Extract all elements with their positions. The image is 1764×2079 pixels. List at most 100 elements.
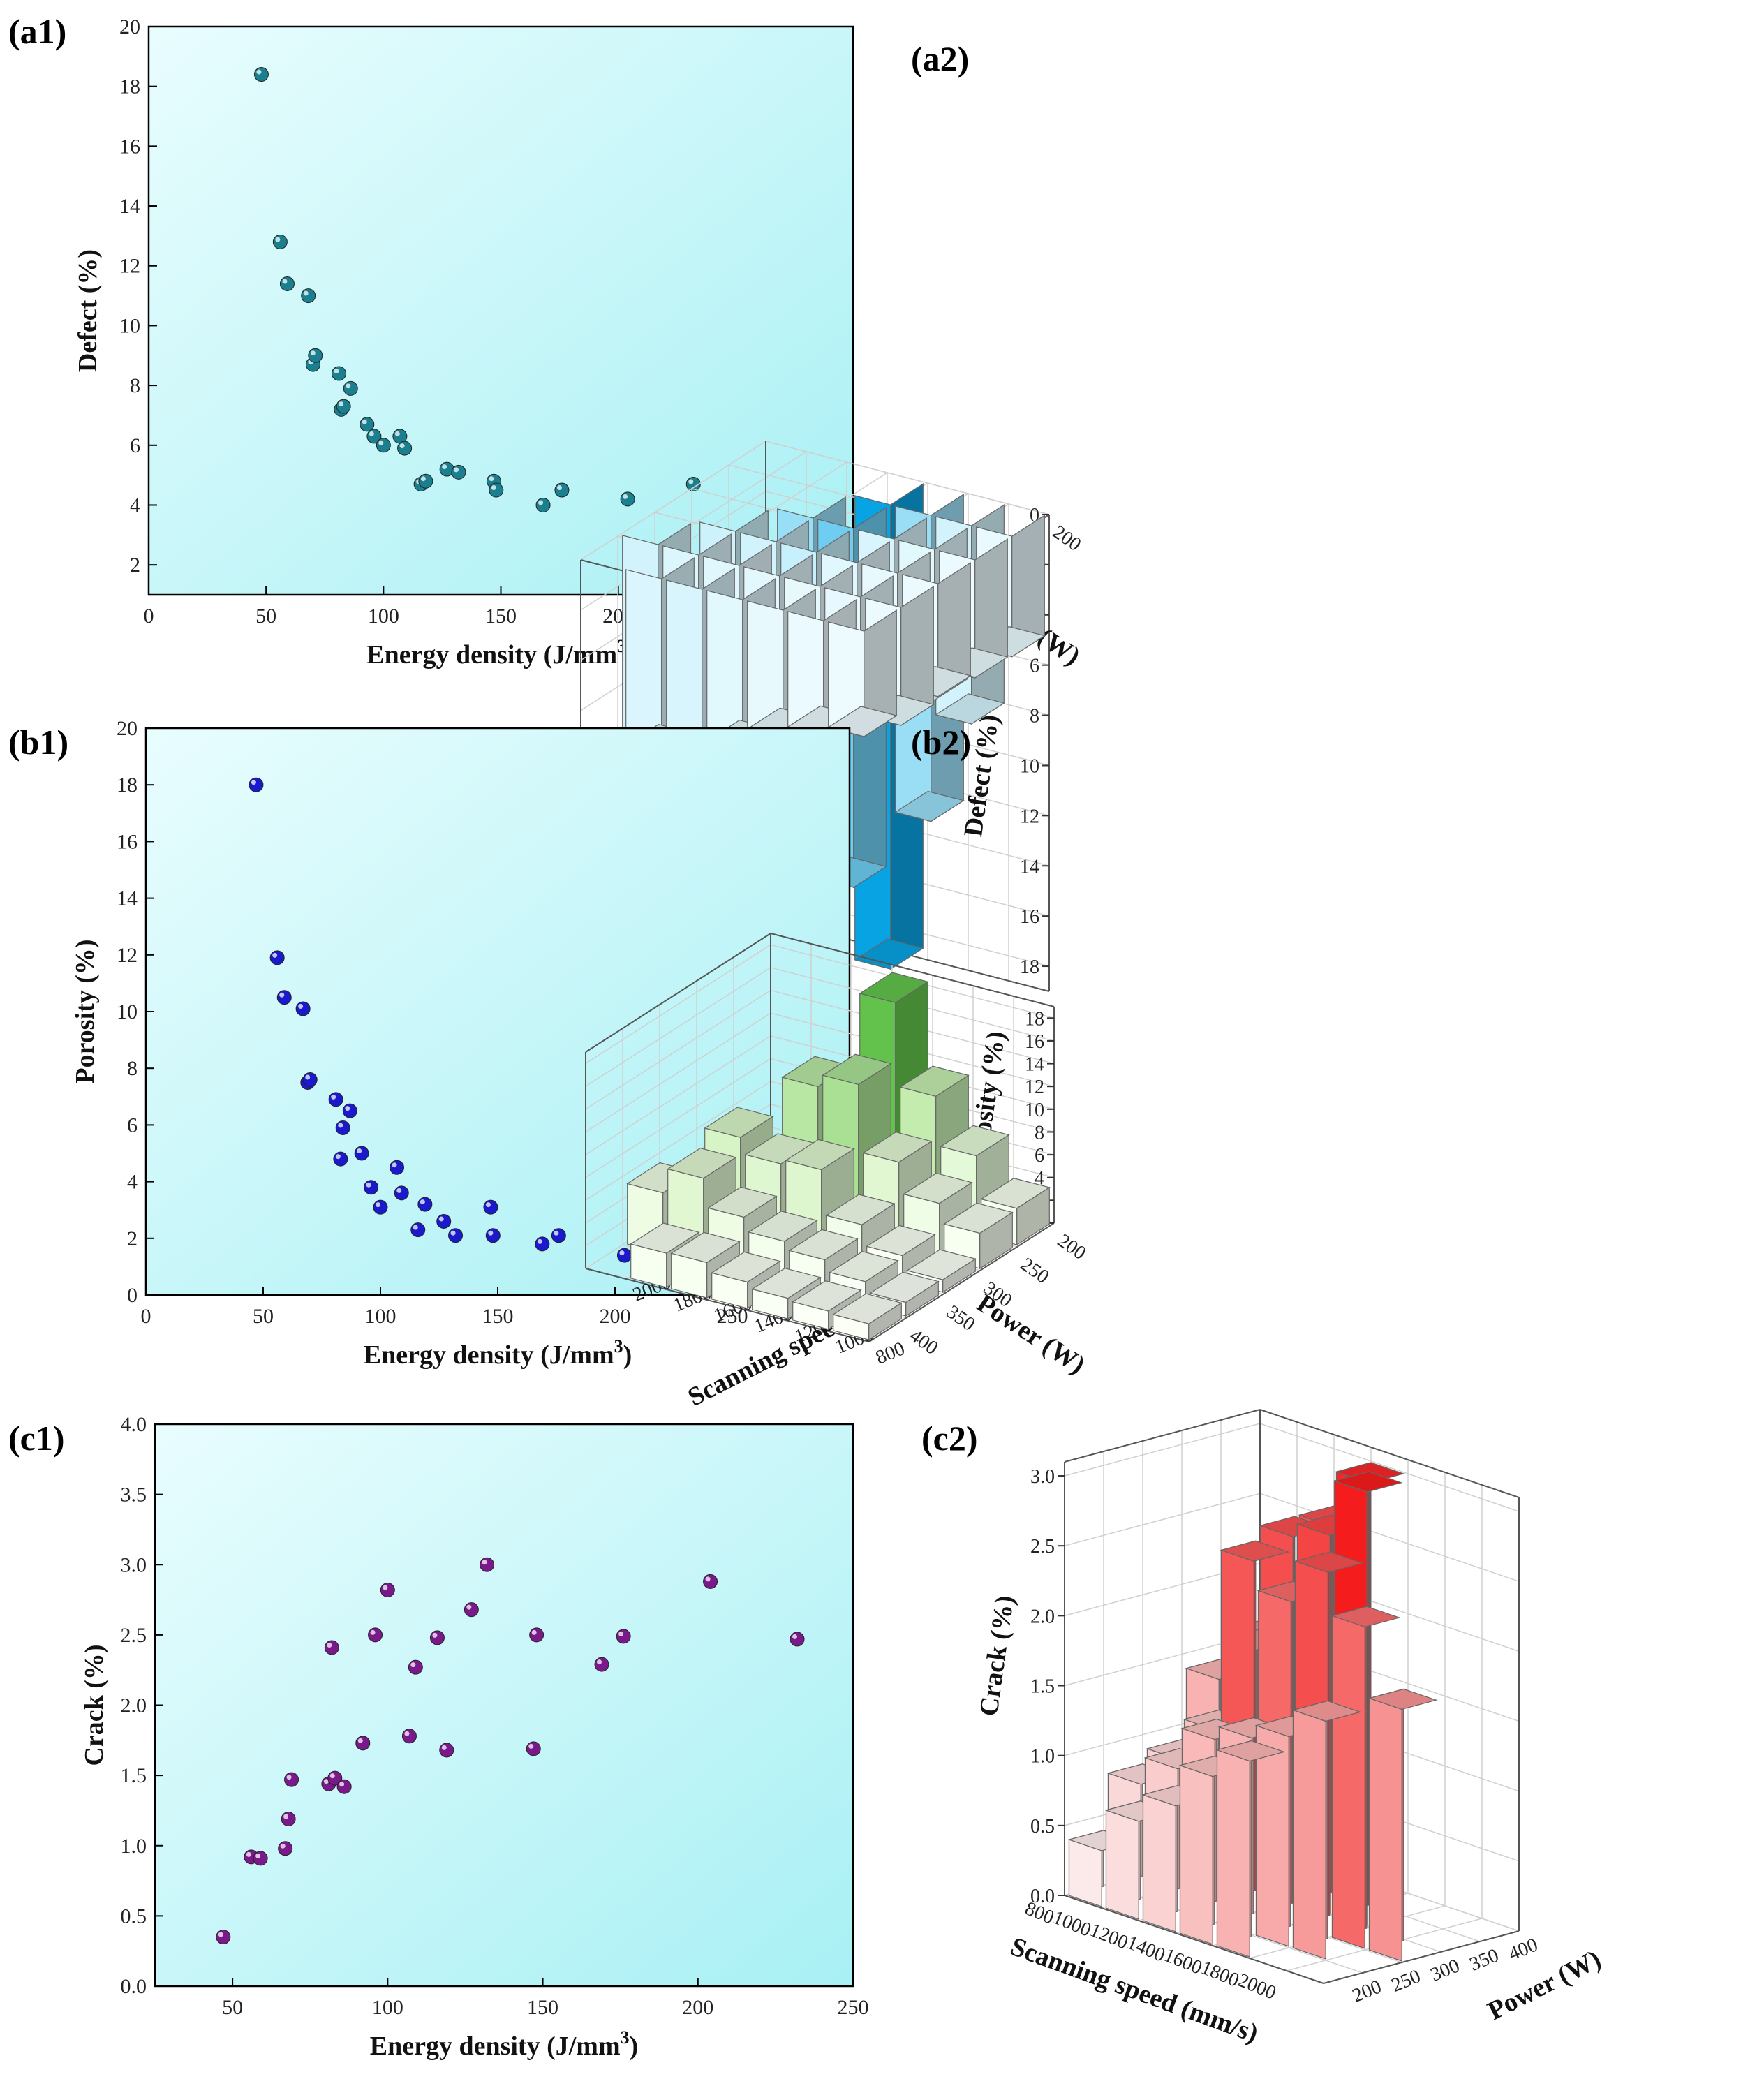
axes-edge xyxy=(1064,1409,1261,1463)
y-tick-label: 18 xyxy=(117,774,138,797)
bar xyxy=(1291,1700,1362,1960)
bar-top-face xyxy=(792,1280,862,1312)
panel-c1: 50 100 150 200 250 0.0 0.5 1.0 1.5 2.0 2.5 3.0 3.5 4.… xyxy=(8,1413,869,2061)
data-point-highlight xyxy=(383,1585,388,1590)
data-point-highlight xyxy=(450,1230,456,1236)
y-tick-label: 20 xyxy=(119,15,140,38)
data-point-highlight xyxy=(396,1188,402,1193)
data-point-marker xyxy=(333,1151,348,1167)
data-point-marker xyxy=(343,380,358,396)
data-point xyxy=(397,441,413,456)
y-tick-label: 10 xyxy=(119,314,140,337)
data-point xyxy=(554,482,570,498)
y-tick-label: 2.5 xyxy=(121,1624,147,1647)
bar-top-face xyxy=(980,1178,1051,1209)
y-tick-label: 800 xyxy=(873,1338,908,1368)
x-tick-label: 150 xyxy=(527,1996,558,2019)
y-tick-label: 200 xyxy=(1349,1976,1385,2006)
bar-top-face xyxy=(748,1211,818,1242)
data-point-highlight xyxy=(357,1738,363,1743)
data-point-marker xyxy=(380,1582,395,1597)
data-point-highlight xyxy=(329,1773,335,1779)
bar-top-face xyxy=(1331,1606,1401,1627)
wall-grid-line xyxy=(585,1035,771,1155)
y-tick-label: 18 xyxy=(119,75,140,98)
data-point xyxy=(253,67,269,82)
panel-label: (a2) xyxy=(911,39,969,78)
axes-edge xyxy=(1064,1895,1324,1984)
bar-top-face xyxy=(866,1225,936,1257)
data-point xyxy=(342,1103,357,1118)
data-point-highlight xyxy=(310,350,316,356)
bars xyxy=(621,483,1046,970)
x-axis-label: Energy density (J/mm3) xyxy=(366,636,635,669)
data-point-marker xyxy=(336,399,351,414)
x-tick-label: 2000 xyxy=(1235,1969,1280,2004)
data-point-marker xyxy=(308,348,323,363)
data-point-highlight xyxy=(280,1843,286,1849)
data-point-highlight xyxy=(339,1782,345,1787)
bar-front-face xyxy=(1068,1839,1102,1907)
data-point-highlight xyxy=(376,1202,380,1208)
bar-top-face xyxy=(785,1139,855,1171)
data-point xyxy=(333,1151,348,1167)
data-point xyxy=(483,1199,498,1215)
data-point-marker xyxy=(328,1092,343,1107)
data-point-marker xyxy=(253,67,269,82)
wall-grid-line xyxy=(1259,1423,1520,1512)
panel-a2: 024681012141618Defect (%)200250300350400… xyxy=(580,39,1085,1037)
data-point xyxy=(331,366,346,381)
data-point-highlight xyxy=(246,1851,251,1857)
x-tick-label: 200 xyxy=(1048,521,1085,556)
data-point-highlight xyxy=(346,383,351,389)
data-point-marker xyxy=(278,1841,293,1856)
bar-top-face xyxy=(829,1251,899,1282)
data-point xyxy=(253,1851,268,1866)
data-point-marker xyxy=(376,438,391,453)
data-point-marker xyxy=(216,1930,231,1945)
z-tick-label: 3.0 xyxy=(1030,1466,1055,1488)
wall-grid-line xyxy=(585,1012,771,1132)
data-point xyxy=(368,1627,383,1643)
data-point-marker xyxy=(480,1557,495,1572)
y-tick-label: 14 xyxy=(119,195,140,218)
y-tick-label: 8 xyxy=(127,1057,138,1080)
data-point xyxy=(278,1841,293,1856)
bar-top-face xyxy=(751,1267,822,1299)
bar-top-face xyxy=(1368,1688,1438,1710)
data-point xyxy=(418,473,433,489)
data-point-highlight xyxy=(618,1631,624,1636)
y-tick-label: 2 xyxy=(127,1227,138,1250)
data-point-marker xyxy=(464,1602,479,1618)
data-point-highlight xyxy=(485,1202,491,1208)
bar-top-face xyxy=(935,693,1005,725)
x-tick-label: 50 xyxy=(222,1996,243,2019)
data-point-marker xyxy=(276,990,292,1005)
data-point xyxy=(448,1228,464,1243)
y-tick-label: 1.5 xyxy=(121,1764,147,1787)
z-tick-label: 8 xyxy=(1035,1122,1044,1144)
data-point xyxy=(439,461,454,477)
z-tick-label: 16 xyxy=(1025,1031,1044,1053)
x-tick-label: 250 xyxy=(1016,1254,1053,1288)
y-tick-label: 2 xyxy=(130,554,140,577)
wall-grid-line xyxy=(1064,1493,1261,1546)
axes-edge xyxy=(1259,1409,1520,1498)
y-tick-label: 20 xyxy=(117,717,138,740)
data-point-marker xyxy=(394,1185,409,1201)
y-axis-label: Crack (%) xyxy=(80,1644,109,1766)
bars xyxy=(1067,1462,1438,1962)
data-point-highlight xyxy=(420,476,426,482)
axes-box xyxy=(585,933,1055,1342)
data-point-highlight xyxy=(489,476,494,482)
data-point-highlight xyxy=(688,479,694,484)
bar-top-face xyxy=(832,1293,903,1324)
bar-top-face xyxy=(943,1202,1014,1234)
data-point xyxy=(616,1248,632,1263)
data-point xyxy=(295,1001,311,1016)
bar-top-face xyxy=(1333,1471,1403,1493)
axes-edge xyxy=(868,1222,1055,1342)
data-point xyxy=(343,380,358,396)
data-point-highlight xyxy=(438,1216,444,1222)
x-tick-label: 200 xyxy=(682,1996,713,2019)
